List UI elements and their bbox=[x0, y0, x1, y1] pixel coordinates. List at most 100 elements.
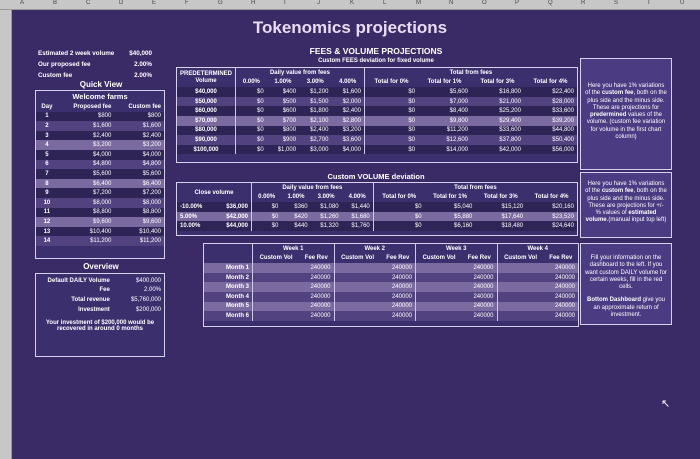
fee-rev-cell: 240000 bbox=[310, 303, 331, 310]
month-label: Month 1 bbox=[226, 264, 249, 271]
input-value[interactable]: 2.00% bbox=[134, 61, 152, 68]
overview-row: Fee 2.00% bbox=[36, 286, 164, 296]
column-letter: U bbox=[680, 0, 685, 6]
table-row: $70,000 $0 $700 $2,100 $2,800 $0 $9,800 $29,400… bbox=[177, 115, 577, 126]
fees-cell: $400 bbox=[282, 88, 297, 95]
welcome-farms-cell: 6 bbox=[45, 161, 49, 168]
fees-cell: $39,200 bbox=[552, 117, 574, 124]
fees-cell: $700 bbox=[282, 117, 297, 124]
column-letter: M bbox=[416, 0, 421, 6]
custom-vol-cell[interactable] bbox=[252, 291, 300, 302]
column-letter: E bbox=[152, 0, 157, 6]
fee-rev-cell: 240000 bbox=[473, 303, 494, 310]
fees-col-header: Total for 3% bbox=[480, 79, 515, 86]
custom-vol-cell[interactable] bbox=[496, 272, 544, 283]
volume-cell: $440 bbox=[294, 223, 308, 230]
custom-vol-cell[interactable] bbox=[333, 272, 381, 283]
fees-cell: $60,000 bbox=[177, 106, 237, 116]
overview-label: Investment bbox=[78, 306, 110, 313]
custom-vol-cell[interactable] bbox=[252, 301, 300, 312]
fees-cell: $0 bbox=[257, 127, 264, 134]
input-label: Our proposed fee bbox=[38, 61, 91, 68]
monthly-note: Fill your information on the dashboard t… bbox=[580, 243, 672, 325]
overview-row: Investment $200,000 bbox=[36, 305, 164, 315]
overview-row: Default DAILY Volume $400,000 bbox=[36, 276, 164, 286]
custom-vol-cell[interactable] bbox=[415, 272, 463, 283]
volume-cell: -10.00% bbox=[180, 203, 203, 210]
custom-vol-cell[interactable] bbox=[415, 291, 463, 302]
week-subheader: Custom Vol bbox=[252, 253, 300, 264]
custom-vol-cell[interactable] bbox=[333, 311, 381, 321]
column-letter: L bbox=[383, 0, 387, 6]
fee-rev-cell: 240000 bbox=[391, 303, 412, 310]
custom-vol-cell[interactable] bbox=[415, 301, 463, 312]
custom-vol-cell[interactable] bbox=[415, 263, 463, 273]
welcome-farms-cell: $1,600 bbox=[92, 122, 112, 129]
input-row: Custom fee 2.00% bbox=[38, 72, 152, 81]
custom-vol-cell[interactable] bbox=[415, 311, 463, 321]
fee-rev-cell: 240000 bbox=[310, 293, 331, 300]
volume-col-header: 3.00% bbox=[317, 194, 335, 201]
monthly-panel: Week 1 Week 2 Week 3 Week 4 Custom Vol Fee R… bbox=[203, 243, 579, 327]
fees-cell: $600 bbox=[282, 108, 297, 115]
input-value[interactable]: $40,000 bbox=[129, 50, 152, 57]
custom-vol-cell[interactable] bbox=[333, 301, 381, 312]
fees-col-header: 4.00% bbox=[331, 77, 365, 88]
fees-cell: $0 bbox=[257, 88, 264, 95]
fees-cell: $12,600 bbox=[446, 136, 469, 143]
fee-rev-cell: 240000 bbox=[391, 264, 412, 271]
welcome-farms-cell: $4,800 bbox=[92, 161, 112, 168]
custom-vol-cell[interactable] bbox=[333, 291, 381, 302]
custom-vol-cell[interactable] bbox=[333, 282, 381, 292]
overview-label: Fee bbox=[99, 287, 110, 294]
table-row: 4 $3,200 $3,200 bbox=[36, 140, 164, 150]
fees-cell: $900 bbox=[282, 136, 297, 143]
welcome-farms-cell: $3,200 bbox=[142, 142, 161, 149]
column-letter: A bbox=[20, 0, 25, 6]
fees-cell: $800 bbox=[282, 127, 297, 134]
fees-cell: $16,800 bbox=[499, 88, 521, 95]
fees-cell: $33,600 bbox=[552, 108, 574, 115]
volume-note: Here you have 1% variations of the custo… bbox=[580, 172, 672, 238]
fees-group1: Daily value from fees bbox=[235, 68, 365, 78]
volume-cell: 10.00% bbox=[180, 223, 201, 230]
column-letter: T bbox=[647, 0, 651, 6]
custom-vol-cell[interactable] bbox=[496, 291, 544, 302]
custom-vol-cell[interactable] bbox=[252, 263, 300, 273]
custom-vol-cell[interactable] bbox=[415, 282, 463, 292]
fee-rev-cell: 240000 bbox=[473, 293, 494, 300]
overview-value: $200,000 bbox=[135, 306, 161, 313]
column-header-bar: A B C D E F G H I J K L M N O P Q R S T U bbox=[0, 0, 700, 10]
custom-vol-cell[interactable] bbox=[496, 282, 544, 292]
welcome-farms-cell: $800 bbox=[147, 113, 161, 120]
input-value[interactable]: 2.00% bbox=[134, 72, 152, 79]
custom-vol-cell[interactable] bbox=[496, 263, 544, 273]
fees-cell: $37,800 bbox=[499, 136, 521, 143]
table-row: 6 $4,800 $4,800 bbox=[36, 159, 164, 170]
fees-cell: $9,800 bbox=[449, 117, 469, 124]
monthly-corner2 bbox=[204, 254, 253, 264]
overview-value: $400,000 bbox=[135, 277, 161, 284]
welcome-farms-cell: 8 bbox=[45, 180, 49, 187]
welcome-farms-cell: $8,800 bbox=[142, 209, 161, 216]
custom-vol-cell[interactable] bbox=[252, 272, 300, 283]
overview-panel: Default DAILY Volume $400,000 Fee 2.00% Tota… bbox=[35, 273, 165, 357]
volume-cell: $15,120 bbox=[501, 203, 524, 210]
fees-cell: $56,000 bbox=[552, 146, 574, 153]
fee-rev-cell: 240000 bbox=[310, 274, 331, 281]
fees-note: Here you have 1% variations of the custo… bbox=[580, 58, 672, 170]
custom-vol-cell[interactable] bbox=[496, 301, 544, 312]
welcome-farms-title: Welcome farms bbox=[72, 92, 128, 101]
overview-label: Default DAILY Volume bbox=[47, 277, 110, 284]
volume-col-header: 0.00% bbox=[258, 194, 276, 201]
volume-cell: $6,160 bbox=[454, 223, 473, 230]
welcome-farms-cell: 10 bbox=[43, 199, 51, 206]
custom-vol-cell[interactable] bbox=[496, 311, 544, 321]
monthly-corner bbox=[204, 244, 253, 254]
custom-vol-cell[interactable] bbox=[252, 311, 300, 321]
custom-vol-cell[interactable] bbox=[252, 282, 300, 292]
fees-col-header: Total for 0% bbox=[374, 79, 409, 86]
custom-vol-cell[interactable] bbox=[333, 263, 381, 273]
fees-note-bold2: predermined bbox=[589, 112, 627, 119]
fees-cell: $1,200 bbox=[310, 88, 329, 95]
